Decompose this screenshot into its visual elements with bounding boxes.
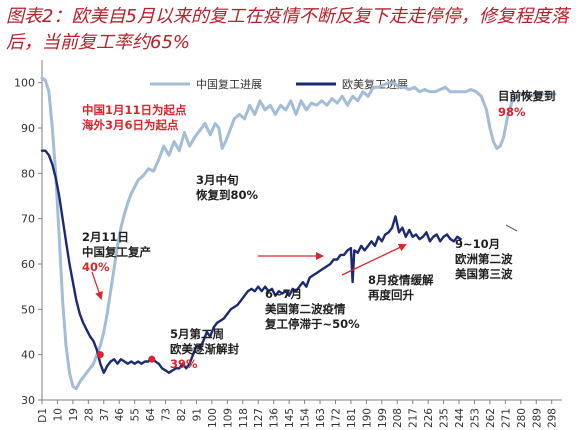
annotation-line: 2月11日 [82,230,129,244]
annotation-line: 海外3月6日为起点 [82,118,179,132]
y-tick-label: 40 [21,349,35,362]
annotation-line: 6~7月 [265,287,302,301]
legend: 中国复工进展 欧美复工进展 [150,77,408,91]
series-line-china [40,76,557,391]
x-tick-label: 154 [300,408,312,428]
series-line-us-eu [40,149,462,374]
y-tick-label: 100 [14,77,35,90]
arrow-rebound [341,243,407,276]
annotation-line: 再度回升 [368,288,414,302]
arrow-feb11 [91,271,103,300]
x-tick-label: 190 [361,408,373,428]
x-tick-label: 91 [191,408,203,421]
annotation-line: 39% [170,357,198,371]
x-tick-label: 19 [68,408,80,421]
x-tick-label: 28 [83,408,95,421]
annotation-line: 欧洲第二波 [455,252,513,266]
y-tick-label: 70 [21,213,35,226]
x-tick-label: 163 [315,408,327,428]
x-tick-label: 226 [423,408,435,428]
x-tick-label: 127 [253,408,265,428]
x-tick-label: 217 [408,408,420,428]
y-tick-label: 80 [21,167,35,180]
y-tick-label: 60 [21,258,35,271]
annotation-line: 9~10月 [455,237,500,251]
annotation-line: 欧美逐渐解封 [170,342,239,356]
x-tick-label: 298 [547,408,559,428]
y-tick-label: 90 [21,122,35,135]
x-tick-label: 46 [114,408,126,422]
figure-title: 图表2：欧美自5月以来的复工在疫情不断反复下走走停停，修复程度落后，当前复工率约… [6,6,569,53]
series-layer [40,76,557,391]
x-tick-label: 10 [52,408,64,421]
y-tick-label: 50 [21,303,35,316]
x-tick-label: 244 [454,408,466,428]
annotation-line: 恢复到80% [196,188,259,202]
annotation-line: 美国第二波疫情 [265,302,346,316]
annotation-line: 中国复工复产 [82,245,151,259]
annotation: 目前恢复到 98% [498,89,556,119]
annotation-line: 目前恢复到 [498,89,556,103]
annotation-line: 3月中旬 [196,173,239,187]
annotation-line: 中国1月11日为起点 [82,103,187,117]
x-tick-label: 64 [145,408,157,422]
x-tick-label: 253 [469,408,481,428]
annotation-line: 5月第二周 [170,327,224,341]
x-tick-label: 271 [500,408,512,428]
legend-label: 欧美复工进展 [342,77,408,91]
x-tick-label: 181 [346,408,358,428]
x-tick-label: 280 [516,408,528,428]
x-tick-label: 136 [269,408,281,428]
annotation-line: 40% [82,260,110,274]
x-tick-label: 100 [207,408,219,428]
x-tick-label: 73 [161,408,173,421]
annotation-line: 98% [498,105,526,119]
annotation-arrows [91,224,518,300]
annotation-line: 8月疫情缓解 [368,273,434,287]
x-tick-label: 289 [531,408,543,428]
x-tick-label: 145 [284,408,296,428]
x-tick-label: 37 [99,408,111,421]
x-tick-label: 109 [222,408,234,428]
x-tick-label: 82 [176,408,188,421]
legend-label: 中国复工进展 [196,77,262,91]
annotation-line: 美国第三波 [455,267,513,281]
x-tick-label: 118 [238,408,250,428]
x-tick-label: 55 [130,408,142,421]
x-tick-label: D1 [37,408,49,423]
x-tick-label: 199 [377,408,389,428]
x-tick-label: 172 [330,408,342,428]
highlight-point [148,355,156,363]
x-tick-label: 208 [392,408,404,428]
line-chart: 中国复工进展 欧美复工进展 30 40 50 60 70 80 90 100 D1 10 19 28 37… [14,60,562,428]
x-tick-label: 262 [485,408,497,428]
y-tick-label: 30 [21,394,35,407]
annotation-line: 复工停滞于~50% [264,317,360,331]
leader-line [505,224,518,232]
highlight-point [96,351,104,359]
x-tick-label: 235 [439,408,451,428]
axes: 30 40 50 60 70 80 90 100 D1 10 19 28 37 46 55 64 73 82 91 1… [14,60,562,428]
